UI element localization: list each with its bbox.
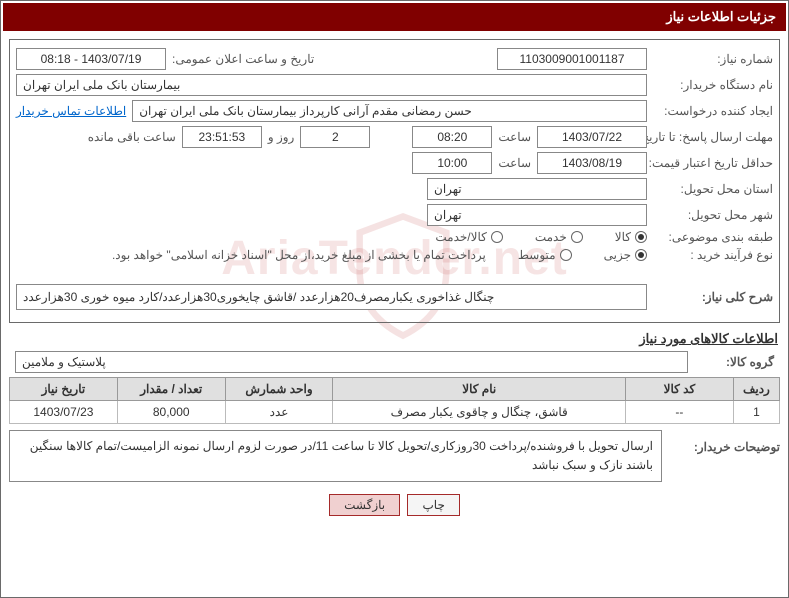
- validity-time-field: 10:00: [412, 152, 492, 174]
- city-field: تهران: [427, 204, 647, 226]
- details-panel: شماره نیاز: 1103009001001187 تاریخ و ساع…: [9, 39, 780, 323]
- validity-label: حداقل تاریخ اعتبار قیمت: تا تاریخ:: [653, 156, 773, 170]
- goods-group-field: پلاستیک و ملامین: [15, 351, 688, 373]
- table-row: 1 -- قاشق، چنگال و چاقوی یکبار مصرف عدد …: [10, 401, 780, 424]
- cell-date: 1403/07/23: [10, 401, 118, 424]
- deadline-label: مهلت ارسال پاسخ: تا تاریخ:: [653, 130, 773, 144]
- category-label: طبقه بندی موضوعی:: [653, 230, 773, 244]
- goods-info-title: اطلاعات کالاهای مورد نیاز: [11, 331, 778, 347]
- buyer-org-field: بیمارستان بانک ملی ایران تهران: [16, 74, 647, 96]
- process-opt-1: متوسط: [518, 248, 556, 262]
- announce-field: 1403/07/19 - 08:18: [16, 48, 166, 70]
- radio-icon: [560, 249, 572, 261]
- deadline-remaining-suffix: ساعت باقی مانده: [88, 130, 176, 144]
- validity-date-field: 1403/08/19: [537, 152, 647, 174]
- process-note: پرداخت تمام یا بخشی از مبلغ خرید،از محل …: [112, 248, 486, 262]
- buyer-contact-link[interactable]: اطلاعات تماس خریدار: [16, 104, 126, 118]
- city-label: شهر محل تحویل:: [653, 208, 773, 222]
- category-option-goods[interactable]: کالا: [615, 230, 647, 244]
- buyer-notes-field: ارسال تحویل با فروشنده/پرداخت 30روزکاری/…: [9, 430, 662, 482]
- deadline-days-suffix: روز و: [268, 130, 295, 144]
- process-opt-0: جزیی: [604, 248, 631, 262]
- process-type-label: نوع فرآیند خرید :: [653, 248, 773, 262]
- need-number-field: 1103009001001187: [497, 48, 647, 70]
- back-button[interactable]: بازگشت: [329, 494, 400, 516]
- th-qty: تعداد / مقدار: [117, 378, 225, 401]
- need-number-label: شماره نیاز:: [653, 52, 773, 66]
- cell-idx: 1: [733, 401, 779, 424]
- process-option-minor[interactable]: جزیی: [604, 248, 647, 262]
- radio-icon: [635, 231, 647, 243]
- cell-unit: عدد: [225, 401, 333, 424]
- announce-label: تاریخ و ساعت اعلان عمومی:: [172, 52, 314, 66]
- th-code: کد کالا: [626, 378, 734, 401]
- process-option-medium[interactable]: متوسط: [518, 248, 572, 262]
- th-idx: ردیف: [733, 378, 779, 401]
- province-label: استان محل تحویل:: [653, 182, 773, 196]
- requester-field: حسن رمضانی مقدم آرانی کارپرداز بیمارستان…: [132, 100, 647, 122]
- category-opt-2: کالا/خدمت: [435, 230, 486, 244]
- need-desc-field: چنگال غذاخوری یکبارمصرف20هزارعدد /قاشق چ…: [16, 284, 647, 310]
- goods-group-label: گروه کالا:: [694, 355, 774, 369]
- deadline-time-field: 08:20: [412, 126, 492, 148]
- radio-icon: [635, 249, 647, 261]
- buyer-org-label: نام دستگاه خریدار:: [653, 78, 773, 92]
- category-option-both[interactable]: کالا/خدمت: [435, 230, 502, 244]
- radio-icon: [491, 231, 503, 243]
- deadline-remaining-field: 23:51:53: [182, 126, 262, 148]
- footer-buttons: چاپ بازگشت: [1, 494, 788, 516]
- deadline-time-label: ساعت: [498, 130, 531, 144]
- cell-name: قاشق، چنگال و چاقوی یکبار مصرف: [333, 401, 626, 424]
- need-desc-label: شرح کلی نیاز:: [653, 290, 773, 304]
- table-header-row: ردیف کد کالا نام کالا واحد شمارش تعداد /…: [10, 378, 780, 401]
- th-date: تاریخ نیاز: [10, 378, 118, 401]
- category-opt-0: کالا: [615, 230, 631, 244]
- cell-code: --: [626, 401, 734, 424]
- category-option-service[interactable]: خدمت: [535, 230, 583, 244]
- goods-table: ردیف کد کالا نام کالا واحد شمارش تعداد /…: [9, 377, 780, 424]
- cell-qty: 80,000: [117, 401, 225, 424]
- province-field: تهران: [427, 178, 647, 200]
- buyer-notes-label: توضیحات خریدار:: [670, 430, 780, 454]
- validity-time-label: ساعت: [498, 156, 531, 170]
- deadline-days-field: 2: [300, 126, 370, 148]
- requester-label: ایجاد کننده درخواست:: [653, 104, 773, 118]
- th-name: نام کالا: [333, 378, 626, 401]
- print-button[interactable]: چاپ: [407, 494, 459, 516]
- radio-icon: [571, 231, 583, 243]
- deadline-date-field: 1403/07/22: [537, 126, 647, 148]
- category-opt-1: خدمت: [535, 230, 567, 244]
- th-unit: واحد شمارش: [225, 378, 333, 401]
- page-title-bar: جزئیات اطلاعات نیاز: [3, 3, 786, 31]
